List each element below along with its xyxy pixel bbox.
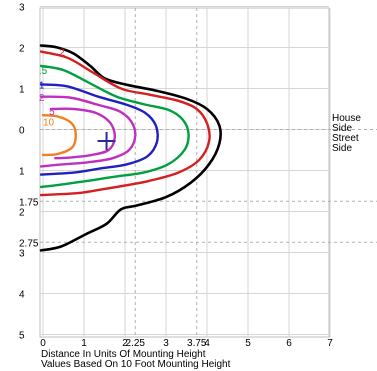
x-tick-label: 3 (163, 338, 169, 349)
contour-label: 2 (59, 48, 65, 59)
y-tick-label: 5 (19, 331, 25, 342)
house-side-label-2: Side (332, 123, 352, 134)
contour-label: 2 (39, 93, 45, 104)
y-tick-label: 1 (19, 85, 25, 96)
contour-line (50, 107, 117, 160)
contour-label: 1 (39, 81, 45, 92)
y-tick-label: 4 (19, 290, 25, 301)
x-tick-label: 1 (81, 338, 87, 349)
x-tick-labels: 0 1 22.25 3 3.754 5 6 7 (40, 338, 333, 349)
y-tick-label: 3 (19, 3, 25, 14)
y-tick-label: 2.75 (19, 238, 39, 249)
x-axis-label-line-1: Distance In Units Of Mounting Height (41, 349, 206, 360)
contour-line (39, 83, 159, 176)
x-tick-label: 2 (122, 338, 128, 349)
street-side-label-1: Street (332, 133, 359, 144)
contour-line (39, 64, 190, 189)
luminaire-crosshair (97, 131, 116, 150)
y-tick-label: 0 (19, 126, 25, 137)
y-tick-label: 2 (19, 44, 25, 55)
y-tick-label: 3 (19, 249, 25, 260)
x-axis-label-line-2: Values Based On 10 Foot Mounting Height (41, 359, 231, 370)
contour-line (39, 50, 211, 197)
x-tick-label: 0 (40, 338, 46, 349)
x-tick-label: 3.75 (187, 338, 207, 349)
y-tick-label: 1 (19, 167, 25, 178)
dashed-guides (40, 8, 377, 337)
x-tick-label: 4 (204, 338, 210, 349)
x-tick-label: 7 (327, 338, 333, 349)
x-tick-label: 6 (286, 338, 292, 349)
house-side-label-1: House (332, 113, 361, 124)
contour-line (39, 44, 222, 252)
street-side-label-2: Side (332, 143, 352, 154)
contour-label: 10 (43, 117, 55, 128)
contour-label: .5 (39, 66, 48, 77)
contour-line (39, 95, 137, 168)
x-tick-label: 5 (245, 338, 251, 349)
plot-background (39, 7, 330, 338)
y-tick-label: 2 (19, 208, 25, 219)
contour-line (41, 114, 77, 157)
x-tick-label: 2.25 (126, 338, 146, 349)
y-tick-label: 1.75 (19, 197, 39, 208)
contour-lines (39, 44, 222, 252)
contour-label: 5 (49, 107, 55, 118)
